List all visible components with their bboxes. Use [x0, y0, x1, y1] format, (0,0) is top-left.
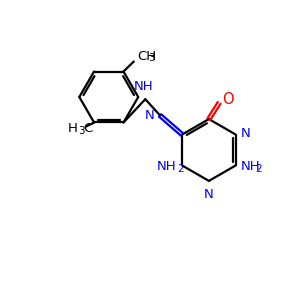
- Text: H: H: [68, 122, 78, 136]
- Text: C: C: [83, 122, 92, 136]
- Text: N: N: [241, 127, 250, 140]
- Text: O: O: [222, 92, 234, 107]
- Text: 2: 2: [178, 164, 184, 174]
- Text: CH: CH: [137, 50, 156, 63]
- Text: NH: NH: [134, 80, 154, 93]
- Text: 3: 3: [78, 126, 85, 136]
- Text: NH: NH: [157, 160, 177, 173]
- Text: NH: NH: [241, 160, 261, 173]
- Text: 2: 2: [255, 164, 262, 174]
- Text: 3: 3: [148, 53, 155, 63]
- Text: N: N: [204, 188, 214, 201]
- Text: N: N: [145, 109, 155, 122]
